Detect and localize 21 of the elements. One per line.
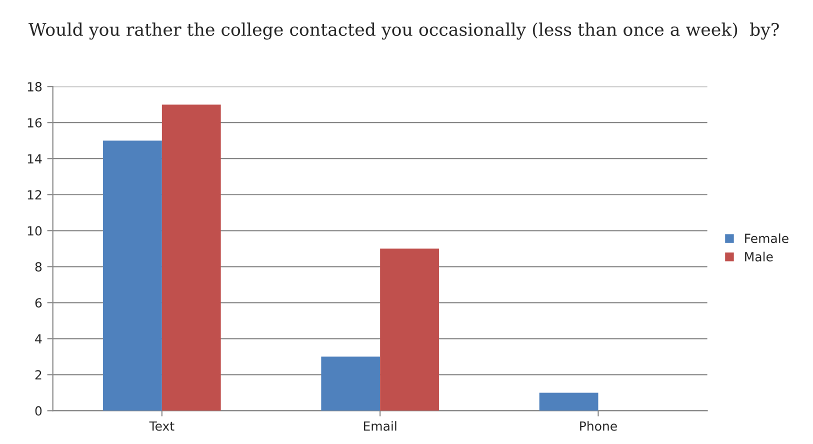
y-tick-label: 8 — [35, 262, 42, 272]
y-tick-label: 4 — [35, 334, 42, 344]
legend-label: Male — [745, 252, 773, 262]
x-tick-label: Phone — [580, 421, 617, 431]
y-tick-label: 18 — [28, 82, 42, 92]
bar — [103, 140, 162, 411]
y-tick-label: 6 — [35, 298, 42, 308]
y-tick-label: 14 — [28, 154, 42, 164]
bar — [162, 104, 221, 411]
y-tick-label: 2 — [35, 370, 42, 380]
bar — [539, 392, 598, 411]
y-tick-label: 10 — [28, 226, 42, 236]
x-tick-label: Email — [364, 421, 396, 431]
y-tick-label: 0 — [35, 406, 42, 416]
y-tick-label: 16 — [28, 118, 42, 128]
x-tick-label: Text — [149, 422, 174, 431]
legend-label: Female — [745, 233, 788, 244]
bar — [321, 356, 380, 411]
y-tick-label: 12 — [28, 190, 42, 200]
bar — [380, 248, 439, 411]
chart-title: Would you rather the college contacted you occasionally (less than once a week) by? — [28, 22, 779, 40]
